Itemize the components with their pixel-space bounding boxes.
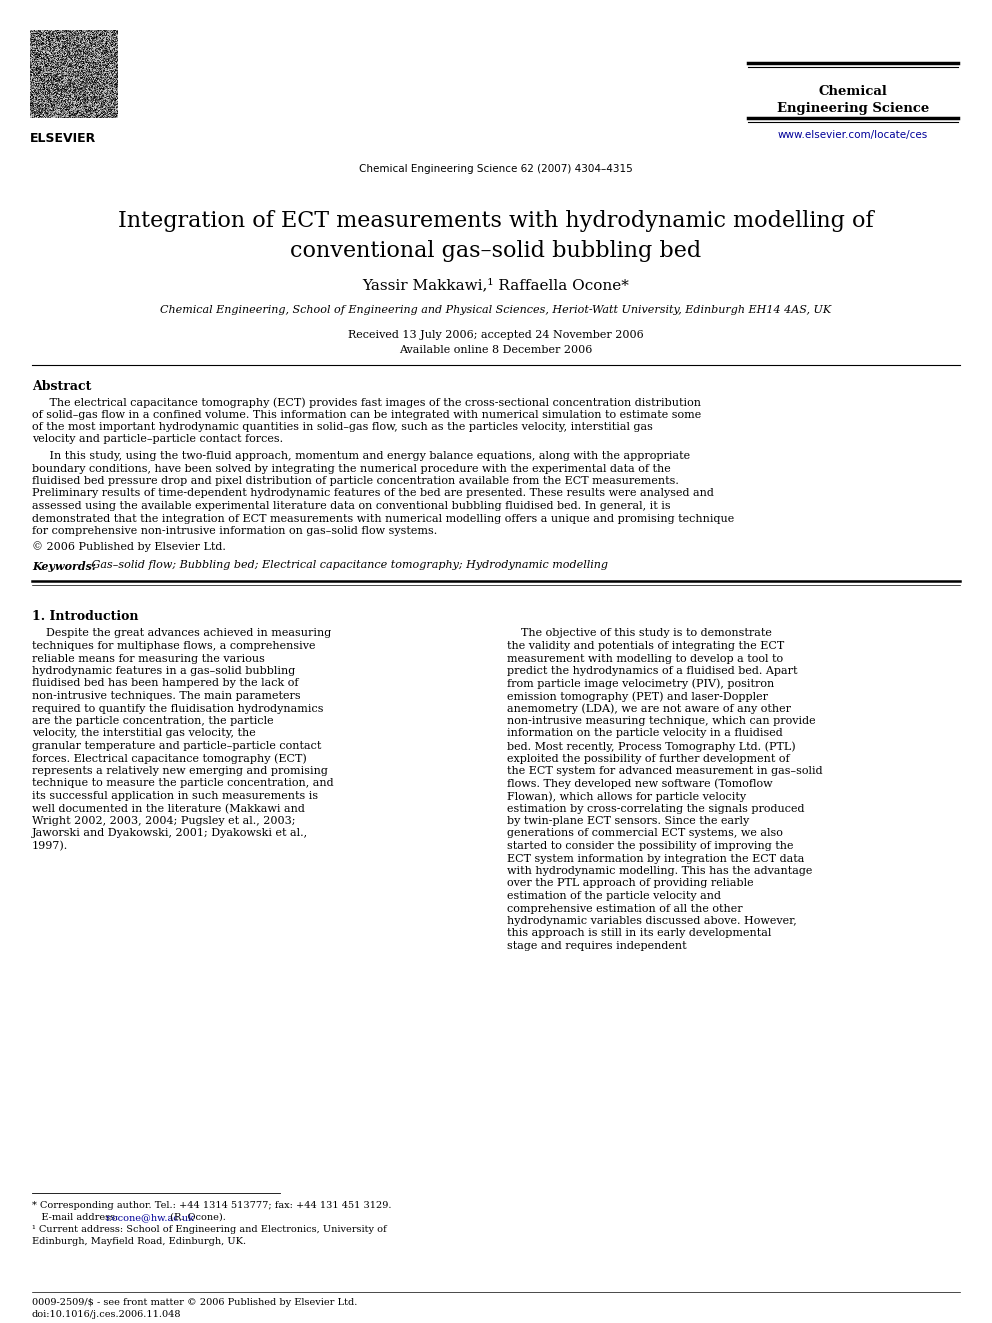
Text: Keywords:: Keywords: bbox=[32, 561, 96, 572]
Text: technique to measure the particle concentration, and: technique to measure the particle concen… bbox=[32, 778, 333, 789]
Text: with hydrodynamic modelling. This has the advantage: with hydrodynamic modelling. This has th… bbox=[507, 867, 812, 876]
Text: stage and requires independent: stage and requires independent bbox=[507, 941, 686, 951]
Text: forces. Electrical capacitance tomography (ECT): forces. Electrical capacitance tomograph… bbox=[32, 754, 307, 765]
Text: © 2006 Published by Elsevier Ltd.: © 2006 Published by Elsevier Ltd. bbox=[32, 541, 226, 552]
Text: ¹ Current address: School of Engineering and Electronics, University of: ¹ Current address: School of Engineering… bbox=[32, 1225, 387, 1234]
Text: bed. Most recently, Process Tomography Ltd. (PTL): bed. Most recently, Process Tomography L… bbox=[507, 741, 796, 751]
Text: techniques for multiphase flows, a comprehensive: techniques for multiphase flows, a compr… bbox=[32, 642, 315, 651]
Text: r.ocone@hw.ac.uk: r.ocone@hw.ac.uk bbox=[105, 1213, 194, 1222]
Text: measurement with modelling to develop a tool to: measurement with modelling to develop a … bbox=[507, 654, 783, 664]
Text: non-intrusive techniques. The main parameters: non-intrusive techniques. The main param… bbox=[32, 691, 301, 701]
Text: by twin-plane ECT sensors. Since the early: by twin-plane ECT sensors. Since the ear… bbox=[507, 816, 749, 826]
Text: information on the particle velocity in a fluidised: information on the particle velocity in … bbox=[507, 729, 783, 738]
Text: boundary conditions, have been solved by integrating the numerical procedure wit: boundary conditions, have been solved by… bbox=[32, 463, 671, 474]
Text: doi:10.1016/j.ces.2006.11.048: doi:10.1016/j.ces.2006.11.048 bbox=[32, 1310, 182, 1319]
Text: well documented in the literature (Makkawi and: well documented in the literature (Makka… bbox=[32, 803, 305, 814]
Text: www.elsevier.com/locate/ces: www.elsevier.com/locate/ces bbox=[778, 130, 929, 140]
Text: assessed using the available experimental literature data on conventional bubbli: assessed using the available experimenta… bbox=[32, 501, 671, 511]
Text: emission tomography (PET) and laser-Doppler: emission tomography (PET) and laser-Dopp… bbox=[507, 691, 768, 701]
Text: are the particle concentration, the particle: are the particle concentration, the part… bbox=[32, 716, 274, 726]
Text: from particle image velocimetry (PIV), positron: from particle image velocimetry (PIV), p… bbox=[507, 679, 774, 689]
Text: The electrical capacitance tomography (ECT) provides fast images of the cross-se: The electrical capacitance tomography (E… bbox=[32, 397, 701, 407]
Text: Integration of ECT measurements with hydrodynamic modelling of: Integration of ECT measurements with hyd… bbox=[118, 210, 874, 232]
Text: granular temperature and particle–particle contact: granular temperature and particle–partic… bbox=[32, 741, 321, 751]
Text: estimation by cross-correlating the signals produced: estimation by cross-correlating the sign… bbox=[507, 803, 805, 814]
Text: exploited the possibility of further development of: exploited the possibility of further dev… bbox=[507, 754, 790, 763]
Text: Preliminary results of time-dependent hydrodynamic features of the bed are prese: Preliminary results of time-dependent hy… bbox=[32, 488, 714, 499]
Text: (R. Ocone).: (R. Ocone). bbox=[167, 1213, 225, 1222]
Text: non-intrusive measuring technique, which can provide: non-intrusive measuring technique, which… bbox=[507, 716, 815, 726]
Text: Edinburgh, Mayfield Road, Edinburgh, UK.: Edinburgh, Mayfield Road, Edinburgh, UK. bbox=[32, 1237, 246, 1246]
Text: ECT system information by integration the ECT data: ECT system information by integration th… bbox=[507, 853, 805, 864]
Text: Wright 2002, 2003, 2004; Pugsley et al., 2003;: Wright 2002, 2003, 2004; Pugsley et al.,… bbox=[32, 816, 296, 826]
Text: 1. Introduction: 1. Introduction bbox=[32, 610, 139, 623]
Text: Chemical Engineering Science 62 (2007) 4304–4315: Chemical Engineering Science 62 (2007) 4… bbox=[359, 164, 633, 175]
Text: Chemical Engineering, School of Engineering and Physical Sciences, Heriot-Watt U: Chemical Engineering, School of Engineer… bbox=[161, 306, 831, 315]
Text: of solid–gas flow in a confined volume. This information can be integrated with : of solid–gas flow in a confined volume. … bbox=[32, 410, 701, 419]
Text: Chemical: Chemical bbox=[818, 85, 888, 98]
Text: conventional gas–solid bubbling bed: conventional gas–solid bubbling bed bbox=[291, 239, 701, 262]
Text: The objective of this study is to demonstrate: The objective of this study is to demons… bbox=[507, 628, 772, 639]
Text: started to consider the possibility of improving the: started to consider the possibility of i… bbox=[507, 841, 794, 851]
Text: reliable means for measuring the various: reliable means for measuring the various bbox=[32, 654, 265, 664]
Text: E-mail address:: E-mail address: bbox=[32, 1213, 121, 1222]
Text: comprehensive estimation of all the other: comprehensive estimation of all the othe… bbox=[507, 904, 743, 913]
Text: represents a relatively new emerging and promising: represents a relatively new emerging and… bbox=[32, 766, 328, 777]
Text: * Corresponding author. Tel.: +44 1314 513777; fax: +44 131 451 3129.: * Corresponding author. Tel.: +44 1314 5… bbox=[32, 1201, 392, 1211]
Text: its successful application in such measurements is: its successful application in such measu… bbox=[32, 791, 318, 800]
Text: fluidised bed has been hampered by the lack of: fluidised bed has been hampered by the l… bbox=[32, 679, 299, 688]
Text: Despite the great advances achieved in measuring: Despite the great advances achieved in m… bbox=[32, 628, 331, 639]
Text: fluidised bed pressure drop and pixel distribution of particle concentration ava: fluidised bed pressure drop and pixel di… bbox=[32, 476, 679, 486]
Text: Yassir Makkawi,¹ Raffaella Ocone*: Yassir Makkawi,¹ Raffaella Ocone* bbox=[362, 278, 630, 292]
Text: 1997).: 1997). bbox=[32, 841, 68, 851]
Text: over the PTL approach of providing reliable: over the PTL approach of providing relia… bbox=[507, 878, 754, 889]
Text: 0009-2509/$ - see front matter © 2006 Published by Elsevier Ltd.: 0009-2509/$ - see front matter © 2006 Pu… bbox=[32, 1298, 357, 1307]
Text: Flowan), which allows for particle velocity: Flowan), which allows for particle veloc… bbox=[507, 791, 746, 802]
Text: predict the hydrodynamics of a fluidised bed. Apart: predict the hydrodynamics of a fluidised… bbox=[507, 665, 798, 676]
Text: of the most important hydrodynamic quantities in solid–gas flow, such as the par: of the most important hydrodynamic quant… bbox=[32, 422, 653, 433]
Text: generations of commercial ECT systems, we also: generations of commercial ECT systems, w… bbox=[507, 828, 783, 839]
Text: hydrodynamic features in a gas–solid bubbling: hydrodynamic features in a gas–solid bub… bbox=[32, 665, 296, 676]
Text: ELSEVIER: ELSEVIER bbox=[30, 132, 96, 146]
Text: this approach is still in its early developmental: this approach is still in its early deve… bbox=[507, 929, 772, 938]
Text: hydrodynamic variables discussed above. However,: hydrodynamic variables discussed above. … bbox=[507, 916, 797, 926]
Text: flows. They developed new software (Tomoflow: flows. They developed new software (Tomo… bbox=[507, 778, 773, 789]
Text: In this study, using the two-fluid approach, momentum and energy balance equatio: In this study, using the two-fluid appro… bbox=[32, 451, 690, 460]
Text: velocity and particle–particle contact forces.: velocity and particle–particle contact f… bbox=[32, 434, 283, 445]
Text: Received 13 July 2006; accepted 24 November 2006: Received 13 July 2006; accepted 24 Novem… bbox=[348, 329, 644, 340]
Text: velocity, the interstitial gas velocity, the: velocity, the interstitial gas velocity,… bbox=[32, 729, 256, 738]
Text: for comprehensive non-intrusive information on gas–solid flow systems.: for comprehensive non-intrusive informat… bbox=[32, 527, 437, 536]
Text: Available online 8 December 2006: Available online 8 December 2006 bbox=[400, 345, 592, 355]
Text: Jaworski and Dyakowski, 2001; Dyakowski et al.,: Jaworski and Dyakowski, 2001; Dyakowski … bbox=[32, 828, 309, 839]
Text: Gas–solid flow; Bubbling bed; Electrical capacitance tomography; Hydrodynamic mo: Gas–solid flow; Bubbling bed; Electrical… bbox=[88, 561, 608, 570]
Text: estimation of the particle velocity and: estimation of the particle velocity and bbox=[507, 890, 721, 901]
Text: demonstrated that the integration of ECT measurements with numerical modelling o: demonstrated that the integration of ECT… bbox=[32, 513, 734, 524]
Text: Engineering Science: Engineering Science bbox=[777, 102, 930, 115]
Text: the ECT system for advanced measurement in gas–solid: the ECT system for advanced measurement … bbox=[507, 766, 822, 777]
Text: the validity and potentials of integrating the ECT: the validity and potentials of integrati… bbox=[507, 642, 785, 651]
Text: required to quantify the fluidisation hydrodynamics: required to quantify the fluidisation hy… bbox=[32, 704, 323, 713]
Text: anemometry (LDA), we are not aware of any other: anemometry (LDA), we are not aware of an… bbox=[507, 704, 791, 714]
Text: Abstract: Abstract bbox=[32, 380, 91, 393]
